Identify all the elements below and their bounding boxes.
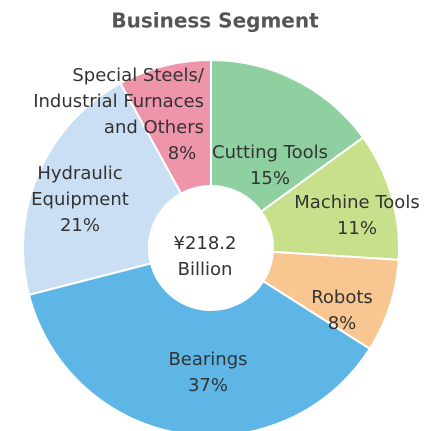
value-label: 8% <box>168 143 197 164</box>
value-label: 11% <box>337 218 377 239</box>
segment-label: Cutting Tools <box>212 142 328 163</box>
value-label: 21% <box>60 215 100 236</box>
segment-label: Machine Tools <box>294 192 419 213</box>
donut-segment <box>27 262 372 431</box>
segment-label: Bearings <box>168 349 247 370</box>
donut-segment <box>22 81 183 296</box>
segment-label: Equipment <box>31 189 129 210</box>
chart-title: Business Segment <box>111 9 319 33</box>
value-label: 37% <box>188 375 228 396</box>
segment-label: Hydraulic <box>37 163 122 184</box>
center-label: ¥218.2 <box>174 233 237 254</box>
center-label: Billion <box>178 259 233 280</box>
segment-label: and Others <box>104 117 204 138</box>
value-label: 8% <box>328 313 357 334</box>
donut-segment <box>210 58 365 213</box>
value-label: 15% <box>250 168 290 189</box>
segment-label: Industrial Furnaces <box>33 91 204 112</box>
donut-segment <box>119 58 212 196</box>
donut-segment <box>259 136 400 261</box>
segment-label: Robots <box>311 287 373 308</box>
segment-label: Special Steels/ <box>72 65 205 86</box>
